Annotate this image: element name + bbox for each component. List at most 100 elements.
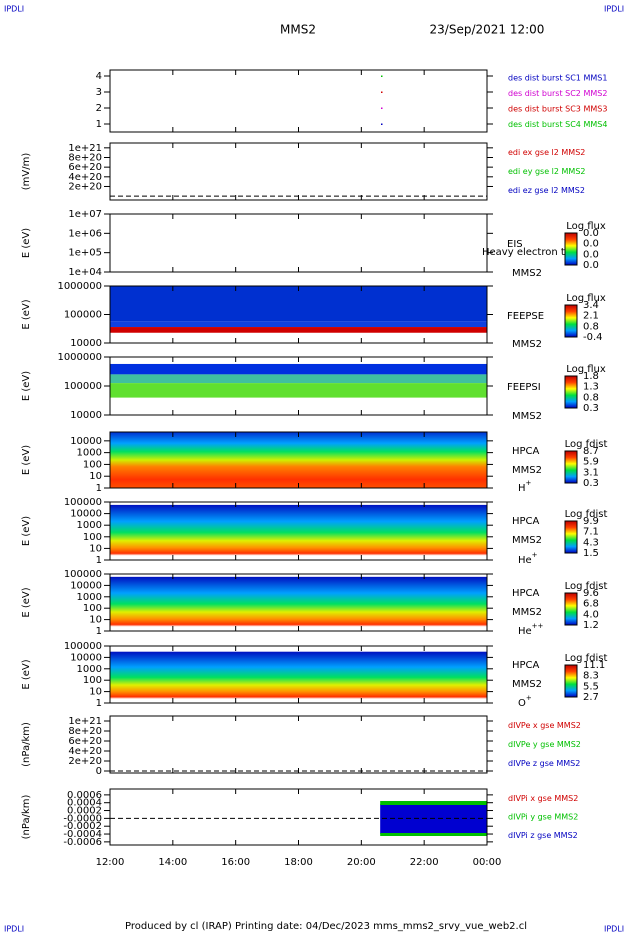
- y-tick-label: 1000: [77, 664, 102, 675]
- colorbar: [564, 592, 578, 626]
- y-tick-label: 1000: [77, 448, 102, 459]
- instrument-label: FEEPSI: [507, 382, 541, 393]
- instrument-label: HPCA: [512, 516, 540, 527]
- y-tick-label: 4: [96, 71, 102, 82]
- data-band: [380, 804, 487, 834]
- footer: Produced by cl (IRAP) Printing date: 04/…: [125, 921, 527, 932]
- y-tick-label: 6e+20: [68, 162, 102, 173]
- y-tick-label: 1e+21: [68, 143, 102, 154]
- spectrogram-fill: [110, 327, 487, 333]
- colorbar-label: 11.1: [583, 660, 605, 671]
- species-label: He++: [518, 622, 544, 637]
- y-tick-label: 1: [96, 698, 102, 709]
- y-tick-label: 1000000: [57, 352, 102, 363]
- colorbar-title: Log fdist: [565, 581, 608, 592]
- y-axis-label: E (eV): [21, 371, 32, 401]
- y-tick-label: 10000: [70, 410, 102, 421]
- colorbar-label: 4.3: [583, 537, 599, 548]
- x-tick-label: 14:00: [158, 857, 187, 868]
- marker: [381, 107, 383, 109]
- y-tick-label: 10: [89, 471, 102, 482]
- data-band: [380, 801, 487, 805]
- spectrogram-fill: [110, 363, 487, 375]
- y-tick-label: -0.0006: [63, 837, 102, 848]
- legend-label: dIVPi z gse MMS2: [508, 831, 578, 840]
- y-tick-label: 100000: [64, 310, 102, 321]
- y-tick-label: 1000000: [57, 281, 102, 292]
- colorbar-title: Log flux: [566, 221, 606, 232]
- panel-frame: [109, 213, 488, 273]
- data-band: [380, 833, 487, 836]
- y-axis-label: (nPa/km): [21, 795, 32, 840]
- note: Heavy electron to: [482, 247, 571, 258]
- instrument-label: HPCA: [512, 660, 540, 671]
- y-tick-label: 1e+06: [68, 228, 102, 239]
- colorbar: [564, 664, 578, 698]
- spectrogram-fill: [110, 576, 487, 631]
- y-tick-label: 1e+05: [68, 248, 102, 259]
- panel-frame: [109, 69, 488, 133]
- y-tick-label: 0.0004: [67, 798, 102, 809]
- y-tick-label: 100000: [64, 381, 102, 392]
- y-tick-label: 10000: [70, 580, 102, 591]
- colorbar-label: 0.0: [583, 239, 599, 250]
- species-base: H: [518, 483, 526, 494]
- y-tick-label: 1e+07: [68, 209, 102, 220]
- y-tick-label: 10000: [70, 338, 102, 349]
- instrument-label: HPCA: [512, 588, 540, 599]
- legend-label: des dist burst SC2 MMS2: [508, 89, 607, 98]
- colorbar-label: 8.7: [583, 446, 599, 457]
- y-tick-label: 1: [96, 119, 102, 130]
- y-axis-label: (nPa/km): [21, 722, 32, 767]
- y-tick-label: 100000: [64, 497, 102, 508]
- x-tick-label: 12:00: [96, 857, 125, 868]
- colorbar-title: Log fdist: [565, 439, 608, 450]
- colorbar-label: 0.0: [583, 228, 599, 239]
- y-axis-label: E (eV): [21, 659, 32, 689]
- colorbar-title: Log flux: [566, 293, 606, 304]
- colorbar: [564, 304, 578, 338]
- colorbar-label: 0.3: [583, 478, 599, 489]
- y-tick-label: -0.0004: [63, 829, 102, 840]
- spacecraft-label: MMS2: [512, 465, 542, 476]
- colorbar-label: 5.9: [583, 457, 599, 468]
- species-base: O: [518, 698, 526, 709]
- colorbar-label: 3.1: [583, 467, 599, 478]
- legend-label: dIVPi x gse MMS2: [508, 794, 578, 803]
- y-tick-label: 100000: [64, 641, 102, 652]
- legend-label: dIVPi y gse MMS2: [508, 813, 578, 822]
- y-tick-label: 1e+04: [68, 267, 102, 278]
- colorbar-label: 0.3: [583, 403, 599, 414]
- y-tick-label: 10000: [70, 652, 102, 663]
- spectrogram-fill: [110, 286, 487, 322]
- y-tick-label: 10000: [70, 509, 102, 520]
- x-tick-label: 22:00: [410, 857, 439, 868]
- species-base: He: [518, 626, 532, 637]
- y-tick-label: 8e+20: [68, 152, 102, 163]
- colorbar-label: -0.4: [583, 332, 603, 343]
- colorbar-label: 1.8: [583, 371, 599, 382]
- legend-label: edi ey gse l2 MMS2: [508, 167, 586, 176]
- colorbar-title: Log fdist: [565, 653, 608, 664]
- corner-label: IPDLI: [604, 5, 624, 14]
- colorbar: [564, 520, 578, 554]
- y-tick-label: 3: [96, 87, 102, 98]
- species-label: H+: [518, 479, 532, 494]
- marker: [381, 91, 383, 93]
- y-axis-label: E (eV): [21, 299, 32, 329]
- date: 23/Sep/2021 12:00: [430, 23, 545, 37]
- colorbar-label: 0.8: [583, 392, 599, 403]
- spacecraft-label: MMS2: [512, 411, 542, 422]
- colorbar-label: 0.8: [583, 321, 599, 332]
- spectrogram-fill: [110, 374, 487, 384]
- y-tick-label: 1: [96, 483, 102, 494]
- y-tick-label: 1000: [77, 520, 102, 531]
- colorbar-title: Log flux: [566, 364, 606, 375]
- y-tick-label: 8e+20: [68, 726, 102, 737]
- legend-label: dIVPe y gse MMS2: [508, 740, 581, 749]
- species-sup: ++: [532, 622, 544, 630]
- y-tick-label: -0.0000: [63, 813, 102, 824]
- spectrogram-fill: [110, 432, 487, 488]
- y-tick-label: 100: [83, 675, 102, 686]
- y-tick-label: 2: [96, 103, 102, 114]
